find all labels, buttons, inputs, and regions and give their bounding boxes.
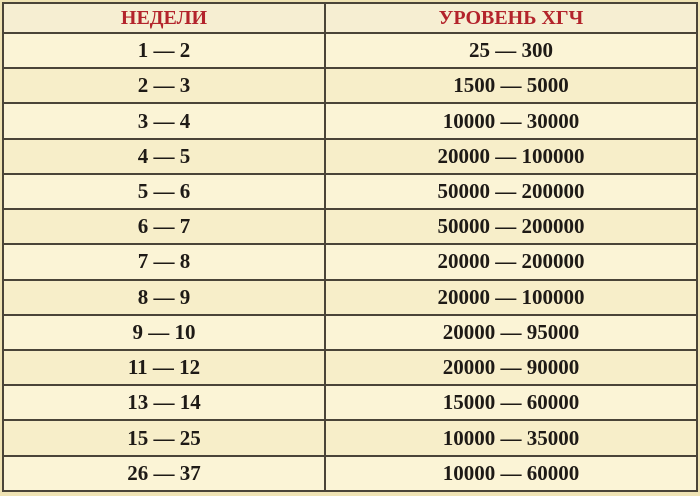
weeks-cell: 11 — 12 xyxy=(2,348,326,387)
hcg-cell: 20000 — 200000 xyxy=(324,243,698,281)
table-row: 3 — 4 10000 — 30000 xyxy=(2,102,698,140)
weeks-cell: 15 — 25 xyxy=(2,419,326,457)
weeks-cell: 8 — 9 xyxy=(2,278,326,316)
hcg-cell: 50000 — 200000 xyxy=(324,208,698,246)
table-row: 11 — 12 20000 — 90000 xyxy=(2,348,698,387)
header-cell: НЕДЕЛИ xyxy=(2,2,326,34)
table-row: 8 — 9 20000 — 100000 xyxy=(2,278,698,316)
weeks-cell: 13 — 14 xyxy=(2,384,326,422)
hcg-cell: 1500 — 5000 xyxy=(324,67,698,105)
weeks-cell: 9 — 10 xyxy=(2,313,326,351)
table-row: 6 — 7 50000 — 200000 xyxy=(2,208,698,246)
table-row: 1 — 2 25 — 300 xyxy=(2,31,698,70)
weeks-cell: 1 — 2 xyxy=(2,31,326,70)
weeks-cell: 26 — 37 xyxy=(2,454,326,493)
hcg-cell: 20000 — 90000 xyxy=(324,348,698,387)
hcg-cell: 10000 — 60000 xyxy=(324,454,698,493)
hcg-cell: 20000 — 100000 xyxy=(324,137,698,175)
weeks-cell: 2 — 3 xyxy=(2,67,326,105)
table-row: 2 — 3 1500 — 5000 xyxy=(2,67,698,105)
table-row: 13 — 14 15000 — 60000 xyxy=(2,384,698,422)
table-body: 1 — 2 25 — 300 2 — 3 1500 — 5000 3 — 4 10000 … xyxy=(2,31,698,493)
hcg-cell: 20000 — 95000 xyxy=(324,313,698,351)
weeks-cell: 7 — 8 xyxy=(2,243,326,281)
weeks-cell: 6 — 7 xyxy=(2,208,326,246)
weeks-cell: 5 — 6 xyxy=(2,172,326,211)
table-row: 4 — 5 20000 — 100000 xyxy=(2,137,698,175)
hcg-cell: 20000 — 100000 xyxy=(324,278,698,316)
table-row: 9 — 10 20000 — 95000 xyxy=(2,313,698,351)
weeks-cell: 3 — 4 xyxy=(2,102,326,140)
table-row: 7 — 8 20000 — 200000 xyxy=(2,243,698,281)
weeks-cell: 4 — 5 xyxy=(2,137,326,175)
table-row: 26 — 37 10000 — 60000 xyxy=(2,454,698,493)
hcg-cell: 50000 — 200000 xyxy=(324,172,698,211)
hcg-cell: 25 — 300 xyxy=(324,31,698,70)
header-cell: УРОВЕНЬ ХГЧ xyxy=(324,2,698,34)
table-row: 5 — 6 50000 — 200000 xyxy=(2,172,698,211)
hcg-cell: 10000 — 35000 xyxy=(324,419,698,457)
hcg-cell: 15000 — 60000 xyxy=(324,384,698,422)
header-row: НЕДЕЛИ УРОВЕНЬ ХГЧ xyxy=(2,2,698,34)
hcg-cell: 10000 — 30000 xyxy=(324,102,698,140)
table-row: 15 — 25 10000 — 35000 xyxy=(2,419,698,457)
